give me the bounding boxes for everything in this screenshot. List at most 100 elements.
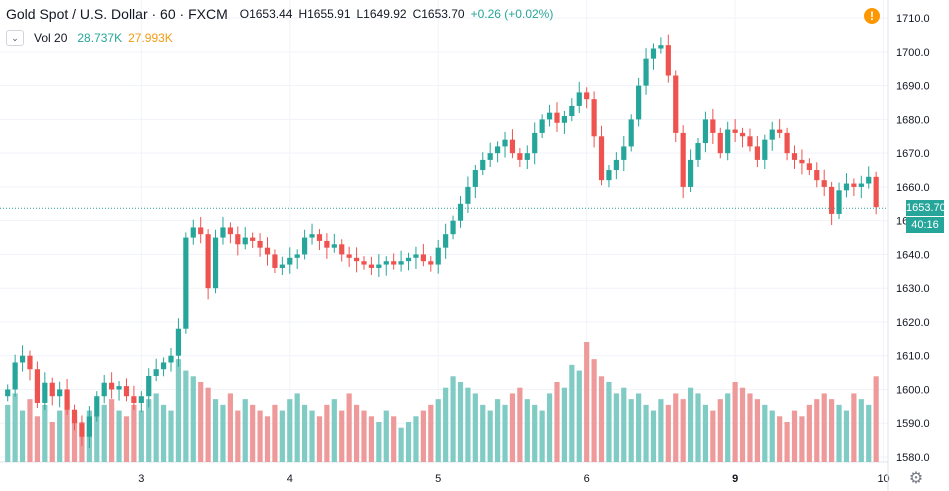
volume-bar [739,387,746,462]
candle-body [524,153,530,160]
volume-legend: ⌄ Vol 20 28.737K 27.993K [6,30,173,46]
volume-bar [131,404,137,462]
volume-bar [428,404,434,462]
candle-body [220,227,226,238]
candle-body [279,264,285,268]
volume-bar [487,410,493,462]
volume-bar [190,376,196,462]
alert-icon[interactable]: ! [864,8,880,24]
x-tick-label: 10 [877,473,889,485]
candle-body [636,85,642,120]
volume-bar [606,382,612,462]
candle-body [725,129,731,154]
candle-body [27,355,33,370]
volume-bar [658,399,664,462]
volume-bar [34,416,40,462]
volume-bar [539,410,545,462]
candle-body [264,247,271,255]
y-tick-label: 1590.0 [896,418,930,430]
candle-body [309,234,315,238]
volume-bar [866,404,872,462]
x-tick-label: 4 [287,473,293,485]
volume-bar [19,410,26,462]
candle-body [673,75,679,133]
volume-bar [71,416,78,462]
volume-bar [502,404,508,462]
candle-body [183,237,189,329]
chevron-down-icon[interactable]: ⌄ [6,30,24,46]
candle-body [561,116,568,123]
candle-body [665,45,671,76]
candle-body [34,369,40,403]
candle-body [383,261,389,265]
y-tick-label: 1640.0 [896,249,930,261]
volume-bar [777,416,783,462]
gear-icon[interactable]: ⚙ [908,470,924,487]
candle-body [242,237,248,245]
volume-bar [509,393,516,462]
y-tick-label: 1690.0 [896,81,930,93]
candle-body [613,159,619,171]
x-tick-label: 6 [584,473,590,485]
candle-body [339,244,345,255]
y-tick-label: 1580.0 [896,452,930,464]
candle-body [212,237,219,289]
symbol-legend: Gold Spot / U.S. Dollar · 60 · FXCM O165… [6,6,553,22]
candle-body [361,261,367,265]
volume-bar [413,416,419,462]
x-tick-label: 5 [435,473,441,485]
volume-bar [250,404,256,462]
volume-bar [695,393,701,462]
candle-body [146,375,152,397]
low-value: L1649.92 [356,7,407,21]
volume-bar [183,370,189,462]
candle-body [153,369,159,376]
volume-bar [64,399,70,462]
candle-body [198,227,204,235]
candle-body [702,119,709,144]
candle-body [324,240,330,248]
candle-body [762,139,768,160]
candle-body [480,159,486,171]
volume-bar [435,399,441,462]
candle-body [168,355,174,363]
candle-body [739,132,746,137]
y-tick-label: 1680.0 [896,114,930,126]
candle-body [606,170,612,181]
volume-bar [636,393,642,462]
volume-bar [806,404,812,462]
candle-body [64,389,70,410]
volume-bar [576,370,582,462]
candle-body [784,132,790,154]
candle-body [457,203,464,221]
volume-bar [376,422,382,462]
volume-bar [710,410,716,462]
volume-bar [287,399,293,462]
candle-body [287,257,293,265]
candle-body [257,240,263,248]
candle-body [791,153,798,160]
candle-body [116,386,122,390]
candle-body [732,129,738,133]
candle-body [49,382,55,397]
last-price-tag: 1653.70 [906,200,946,217]
volume-bar [613,393,619,462]
candle-body [294,254,300,258]
volume-bar [405,422,412,462]
candle-body [205,234,211,289]
candle-body [754,146,760,160]
volume-bar [205,387,211,462]
volume-bar [628,399,634,462]
volume-bar [339,410,345,462]
volume-bar [242,399,248,462]
volume-bar [472,393,478,462]
volume-bar [168,410,174,462]
candle-body [769,129,775,140]
candle-body [591,99,597,137]
volume-bar [302,404,308,462]
volume-bar [398,427,404,462]
volume-bar [353,404,360,462]
candle-body [502,139,508,147]
volume-bar [235,410,241,462]
